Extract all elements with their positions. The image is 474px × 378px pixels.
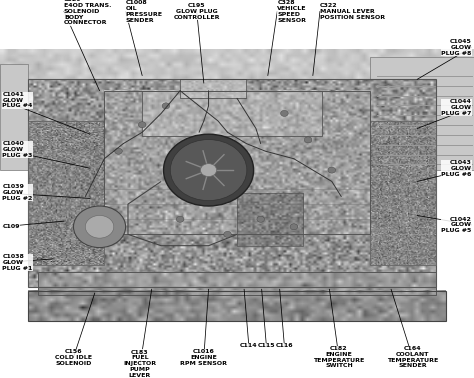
- Text: C1045
GLOW
PLUG #8: C1045 GLOW PLUG #8: [441, 39, 472, 56]
- Circle shape: [162, 103, 170, 109]
- Circle shape: [73, 206, 126, 248]
- Text: C109: C109: [2, 224, 20, 229]
- Text: C195
GLOW PLUG
CONTROLLER: C195 GLOW PLUG CONTROLLER: [173, 3, 220, 20]
- Bar: [0, 49, 474, 102]
- Circle shape: [201, 164, 217, 177]
- Bar: [104, 91, 370, 234]
- Circle shape: [257, 216, 264, 222]
- Text: C329
E4OD TRANS.
SOLENOID
BODY
CONNECTOR: C329 E4OD TRANS. SOLENOID BODY CONNECTOR: [64, 0, 111, 25]
- Text: C1039
GLOW
PLUG #2: C1039 GLOW PLUG #2: [2, 184, 33, 201]
- Circle shape: [290, 224, 298, 230]
- Bar: [237, 193, 303, 246]
- Bar: [28, 121, 104, 265]
- Text: C164
COOLANT
TEMPERATURE
SENDER: C164 COOLANT TEMPERATURE SENDER: [387, 346, 438, 369]
- Text: C1008
OIL
PRESSURE
SENDER: C1008 OIL PRESSURE SENDER: [126, 0, 163, 23]
- Circle shape: [176, 216, 184, 222]
- Bar: [370, 121, 436, 265]
- Text: C1016
ENGINE
RPM SENSOR: C1016 ENGINE RPM SENSOR: [180, 349, 228, 366]
- Text: C182
ENGINE
TEMPERATURE
SWITCH: C182 ENGINE TEMPERATURE SWITCH: [313, 346, 365, 369]
- Text: C1044
GLOW
PLUG #7: C1044 GLOW PLUG #7: [441, 99, 472, 116]
- Bar: [370, 57, 474, 170]
- Circle shape: [115, 148, 122, 154]
- Circle shape: [328, 167, 336, 173]
- Circle shape: [138, 122, 146, 128]
- Text: C1043
GLOW
PLUG #6: C1043 GLOW PLUG #6: [441, 160, 472, 177]
- Bar: [180, 79, 246, 98]
- Circle shape: [281, 110, 288, 116]
- Text: C116: C116: [275, 343, 293, 349]
- Circle shape: [224, 231, 231, 237]
- Circle shape: [170, 139, 247, 201]
- Text: C1042
GLOW
PLUG #5: C1042 GLOW PLUG #5: [441, 217, 472, 233]
- Text: C1040
GLOW
PLUG #3: C1040 GLOW PLUG #3: [2, 141, 33, 158]
- Text: C322
MANUAL LEVER
POSITION SENSOR: C322 MANUAL LEVER POSITION SENSOR: [320, 3, 385, 20]
- Circle shape: [304, 137, 312, 143]
- Text: C156
COLD IDLE
SOLENOID: C156 COLD IDLE SOLENOID: [55, 349, 92, 366]
- Bar: [38, 272, 436, 295]
- Circle shape: [164, 134, 254, 206]
- Text: C1041
GLOW
PLUG #4: C1041 GLOW PLUG #4: [2, 92, 33, 108]
- Bar: [0, 64, 28, 170]
- Text: C183
FUEL
INJECTOR
PUMP
LEVER
SENSOR: C183 FUEL INJECTOR PUMP LEVER SENSOR: [123, 350, 156, 378]
- Text: C114: C114: [240, 343, 258, 349]
- Bar: [28, 291, 446, 321]
- Text: C1038
GLOW
PLUG #1: C1038 GLOW PLUG #1: [2, 254, 33, 271]
- Bar: [142, 91, 322, 136]
- Text: C115: C115: [257, 343, 275, 349]
- Circle shape: [85, 215, 114, 238]
- Text: C328
VEHICLE
SPEED
SENSOR: C328 VEHICLE SPEED SENSOR: [277, 0, 307, 23]
- Bar: [28, 79, 436, 287]
